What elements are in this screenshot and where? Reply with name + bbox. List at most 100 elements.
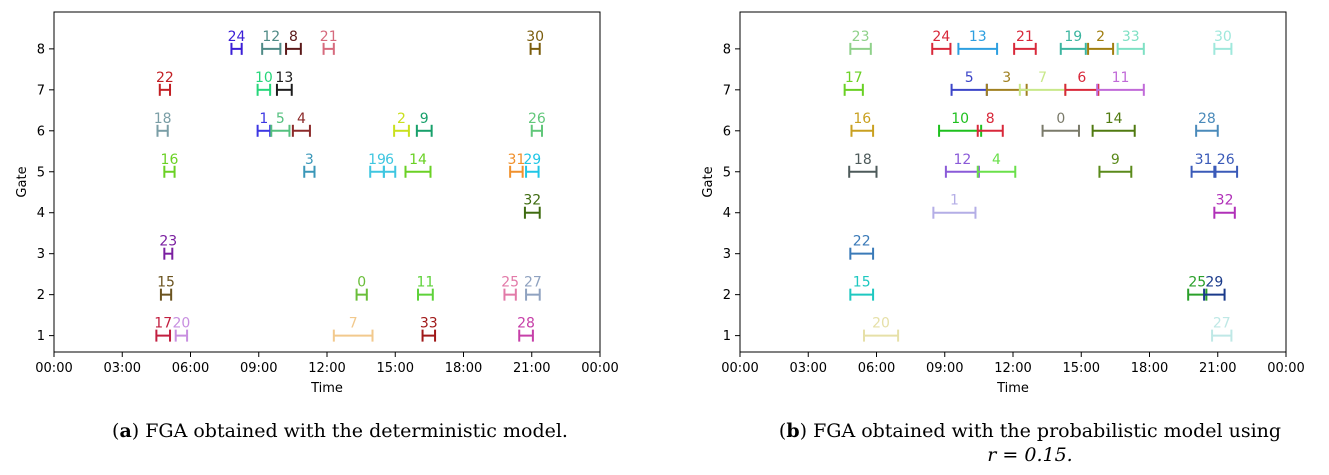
- interval-13: 13: [957, 29, 999, 55]
- y-tick: 3: [37, 247, 54, 262]
- interval-28: 28: [517, 316, 535, 342]
- x-tick: 12:00: [994, 352, 1032, 376]
- interval-24: 24: [931, 29, 952, 55]
- interval-label: 33: [420, 316, 438, 332]
- interval-label: 12: [262, 29, 280, 45]
- interval-label: 29: [523, 152, 541, 168]
- interval-label: 31: [1195, 152, 1213, 168]
- y-tick: 7: [723, 83, 740, 98]
- interval-4: 4: [291, 111, 311, 137]
- x-tick: 18:00: [1131, 352, 1168, 376]
- caption-b: (b) FGA obtained with the probabilistic …: [778, 420, 1282, 466]
- interval-30: 30: [1213, 29, 1233, 55]
- interval-label: 26: [1217, 152, 1235, 168]
- interval-label: 31: [507, 152, 525, 168]
- y-tick-label: 3: [37, 247, 45, 262]
- interval-label: 0: [1056, 111, 1065, 127]
- interval-label: 20: [872, 316, 890, 332]
- x-tick-label: 09:00: [926, 361, 963, 376]
- interval-10: 10: [938, 111, 983, 137]
- y-tick-label: 3: [723, 247, 731, 262]
- y-tick-label: 7: [37, 83, 45, 98]
- interval-label: 16: [161, 152, 179, 168]
- y-tick: 8: [37, 42, 54, 57]
- x-tick: 03:00: [790, 352, 827, 376]
- y-tick: 3: [723, 247, 740, 262]
- x-tick-label: 21:00: [1199, 361, 1236, 376]
- x-axis-label: Time: [310, 381, 343, 396]
- y-tick: 5: [37, 165, 54, 180]
- interval-label: 23: [159, 234, 177, 250]
- interval-label: 19: [1064, 29, 1082, 45]
- caption-b-tag: b: [786, 420, 800, 442]
- y-tick-label: 2: [37, 288, 45, 303]
- interval-14: 14: [1091, 111, 1136, 137]
- interval-label: 22: [853, 234, 871, 250]
- plot-frame: [53, 11, 601, 353]
- interval-label: 21: [1016, 29, 1034, 45]
- interval-label: 21: [320, 29, 338, 45]
- interval-label: 17: [845, 70, 863, 86]
- interval-27: 27: [524, 275, 542, 301]
- interval-label: 30: [526, 29, 544, 45]
- interval-11: 11: [1096, 70, 1145, 96]
- interval-5: 5: [270, 111, 291, 137]
- x-tick-label: 00:00: [1267, 361, 1304, 376]
- interval-label: 4: [297, 111, 306, 127]
- interval-label: 1: [259, 111, 268, 127]
- interval-label: 32: [1216, 193, 1234, 209]
- interval-21: 21: [1013, 29, 1037, 55]
- x-tick: 06:00: [858, 352, 895, 376]
- y-tick-label: 8: [723, 42, 731, 57]
- caption-b-text: FGA obtained with the probabilistic mode…: [813, 420, 1282, 442]
- y-tick: 6: [37, 124, 54, 139]
- caption-a-text: FGA obtained with the deterministic mode…: [145, 420, 568, 442]
- interval-label: 17: [154, 316, 172, 332]
- y-tick-label: 5: [37, 165, 45, 180]
- interval-28: 28: [1195, 111, 1219, 137]
- caption-b-text-line2: r = 0.15.: [987, 443, 1073, 466]
- plot-frame: [739, 11, 1287, 353]
- interval-label: 9: [1111, 152, 1120, 168]
- y-tick: 7: [37, 83, 54, 98]
- interval-18: 18: [848, 152, 878, 178]
- interval-label: 32: [523, 193, 541, 209]
- interval-18: 18: [154, 111, 172, 137]
- x-tick-label: 03:00: [104, 361, 141, 376]
- interval-label: 27: [1213, 316, 1231, 332]
- x-tick: 00:00: [1267, 352, 1305, 376]
- y-tick: 2: [37, 288, 54, 303]
- interval-32: 32: [523, 193, 541, 219]
- x-tick-label: 09:00: [240, 361, 277, 376]
- interval-19: 19: [1059, 29, 1087, 55]
- interval-1: 1: [256, 111, 272, 137]
- interval-15: 15: [849, 275, 875, 301]
- interval-label: 7: [1038, 70, 1047, 86]
- x-tick: 15:00: [377, 352, 414, 376]
- interval-3: 3: [303, 152, 316, 178]
- x-tick-label: 00:00: [721, 361, 758, 376]
- interval-label: 22: [156, 70, 174, 86]
- interval-15: 15: [157, 275, 175, 301]
- interval-20: 20: [172, 316, 190, 342]
- interval-31: 31: [507, 152, 525, 178]
- y-tick-label: 4: [37, 206, 45, 221]
- interval-16: 16: [850, 111, 875, 137]
- interval-label: 28: [1198, 111, 1216, 127]
- interval-label: 18: [154, 111, 172, 127]
- x-tick: 12:00: [308, 352, 346, 376]
- caption-a-tag: a: [119, 420, 132, 442]
- interval-14: 14: [404, 152, 432, 178]
- interval-label: 2: [1096, 29, 1105, 45]
- x-tick-label: 15:00: [377, 361, 414, 376]
- interval-2: 2: [1087, 29, 1115, 55]
- interval-label: 6: [385, 152, 394, 168]
- caption-a: (a) FGA obtained with the deterministic …: [112, 420, 568, 442]
- interval-label: 26: [528, 111, 546, 127]
- interval-label: 28: [517, 316, 535, 332]
- x-tick-label: 15:00: [1063, 361, 1100, 376]
- interval-label: 14: [1105, 111, 1123, 127]
- y-tick: 4: [37, 206, 54, 221]
- x-tick-label: 06:00: [172, 361, 209, 376]
- interval-9: 9: [1098, 152, 1133, 178]
